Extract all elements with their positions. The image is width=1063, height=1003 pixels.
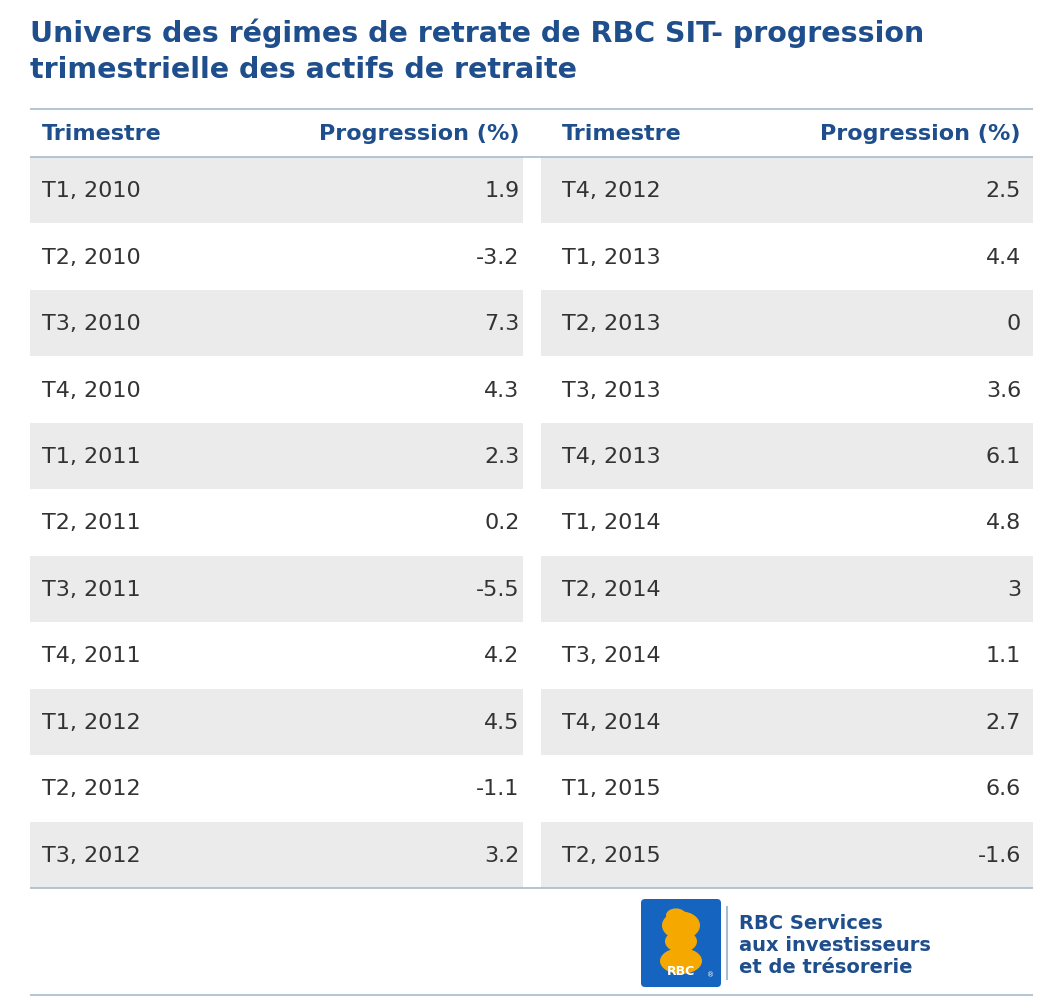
Text: Trimestre: Trimestre <box>561 124 681 143</box>
Bar <box>30 623 523 689</box>
Bar <box>30 157 523 225</box>
Text: T2, 2013: T2, 2013 <box>561 314 660 334</box>
Bar <box>540 623 1033 689</box>
Bar <box>30 357 523 423</box>
Text: 3.6: 3.6 <box>985 380 1020 400</box>
Text: T1, 2011: T1, 2011 <box>43 446 140 466</box>
Bar <box>540 689 1033 755</box>
Text: 4.5: 4.5 <box>484 712 520 732</box>
Text: T1, 2010: T1, 2010 <box>43 182 140 201</box>
Bar <box>540 357 1033 423</box>
Text: T3, 2013: T3, 2013 <box>561 380 660 400</box>
Text: T2, 2010: T2, 2010 <box>43 248 140 268</box>
Text: T3, 2010: T3, 2010 <box>43 314 140 334</box>
Text: 6.1: 6.1 <box>985 446 1020 466</box>
Bar <box>540 557 1033 623</box>
Text: T1, 2015: T1, 2015 <box>561 778 660 798</box>
Text: T4, 2014: T4, 2014 <box>561 712 660 732</box>
Text: et de trésorerie: et de trésorerie <box>739 957 912 976</box>
Bar <box>30 821 523 888</box>
Text: T4, 2011: T4, 2011 <box>43 646 140 666</box>
Ellipse shape <box>665 931 697 953</box>
Text: 6.6: 6.6 <box>985 778 1020 798</box>
Text: T2, 2015: T2, 2015 <box>561 845 660 865</box>
Bar <box>30 557 523 623</box>
Text: -1.1: -1.1 <box>476 778 520 798</box>
Text: 3.2: 3.2 <box>485 845 520 865</box>
Text: 3: 3 <box>1007 580 1020 600</box>
Text: -5.5: -5.5 <box>476 580 520 600</box>
Text: T2, 2011: T2, 2011 <box>43 513 140 533</box>
Bar <box>540 821 1033 888</box>
Text: -1.6: -1.6 <box>978 845 1020 865</box>
Ellipse shape <box>662 912 701 940</box>
Text: T3, 2011: T3, 2011 <box>43 580 140 600</box>
Text: T1, 2014: T1, 2014 <box>561 513 660 533</box>
Text: Trimestre: Trimestre <box>43 124 162 143</box>
Text: -3.2: -3.2 <box>476 248 520 268</box>
Text: 2.5: 2.5 <box>985 182 1020 201</box>
Ellipse shape <box>660 948 702 974</box>
Bar <box>540 225 1033 291</box>
Text: trimestrielle des actifs de retraite: trimestrielle des actifs de retraite <box>30 56 577 84</box>
Bar <box>30 291 523 357</box>
Text: Univers des régimes de retrate de RBC SIT- progression: Univers des régimes de retrate de RBC SI… <box>30 18 924 47</box>
Text: 2.3: 2.3 <box>485 446 520 466</box>
Text: 4.4: 4.4 <box>985 248 1020 268</box>
Text: T1, 2013: T1, 2013 <box>561 248 660 268</box>
Bar <box>540 755 1033 821</box>
Bar <box>540 291 1033 357</box>
Ellipse shape <box>667 909 686 923</box>
Text: 0.2: 0.2 <box>484 513 520 533</box>
Bar <box>30 423 523 489</box>
Text: 4.8: 4.8 <box>985 513 1020 533</box>
Bar <box>30 489 523 557</box>
Bar <box>540 423 1033 489</box>
Text: T2, 2012: T2, 2012 <box>43 778 140 798</box>
Text: ®: ® <box>708 971 714 977</box>
Bar <box>30 755 523 821</box>
Text: RBC: RBC <box>667 965 695 978</box>
Bar <box>540 489 1033 557</box>
Text: T1, 2012: T1, 2012 <box>43 712 140 732</box>
Bar <box>30 225 523 291</box>
Text: 7.3: 7.3 <box>485 314 520 334</box>
Text: T4, 2013: T4, 2013 <box>561 446 660 466</box>
Text: RBC Services: RBC Services <box>739 913 882 932</box>
Text: Progression (%): Progression (%) <box>821 124 1020 143</box>
Text: T4, 2010: T4, 2010 <box>43 380 140 400</box>
Text: T3, 2014: T3, 2014 <box>561 646 660 666</box>
Text: aux investisseurs: aux investisseurs <box>739 935 931 954</box>
Text: T4, 2012: T4, 2012 <box>561 182 660 201</box>
Text: T3, 2012: T3, 2012 <box>43 845 140 865</box>
Bar <box>540 157 1033 225</box>
Text: 1.1: 1.1 <box>985 646 1020 666</box>
Text: 2.7: 2.7 <box>985 712 1020 732</box>
Text: T2, 2014: T2, 2014 <box>561 580 660 600</box>
Text: 0: 0 <box>1007 314 1020 334</box>
Text: 4.2: 4.2 <box>485 646 520 666</box>
Text: 1.9: 1.9 <box>485 182 520 201</box>
Bar <box>30 689 523 755</box>
Text: 4.3: 4.3 <box>485 380 520 400</box>
Text: Progression (%): Progression (%) <box>319 124 520 143</box>
FancyBboxPatch shape <box>641 899 721 987</box>
